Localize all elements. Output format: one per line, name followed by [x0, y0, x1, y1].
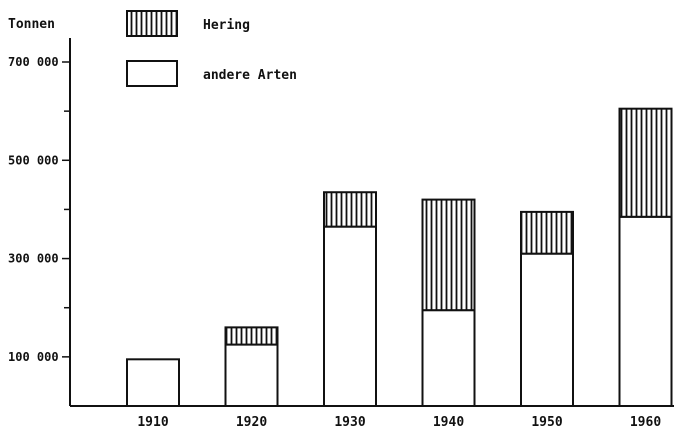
x-tick-label: 1960 [630, 415, 661, 429]
legend-swatch-andere-arten [126, 60, 178, 87]
legend-label-andere-arten: andere Arten [203, 68, 297, 83]
bar-andere-arten-1910 [126, 358, 180, 408]
bar-hering-1950 [520, 210, 574, 255]
bar-hering-1920 [224, 326, 279, 346]
bar-hering-1960 [618, 107, 673, 218]
x-tick-label: 1950 [531, 415, 562, 429]
y-tick-label: 700 000 [8, 55, 59, 69]
y-tick-label: 300 000 [8, 252, 59, 266]
x-tick-label: 1910 [137, 415, 168, 429]
bar-andere-arten-1920 [224, 343, 279, 408]
bar-andere-arten-1950 [520, 252, 574, 407]
y-axis-ticks: 100 000 300 000 500 000 700 000 [8, 55, 70, 364]
y-axis-label: Tonnen [8, 17, 55, 32]
x-tick-label: 1920 [236, 415, 267, 429]
bar-andere-arten-1930 [323, 225, 377, 407]
bar-andere-arten-1960 [618, 215, 673, 407]
legend-swatch-hering [126, 10, 178, 37]
y-tick-label: 100 000 [8, 350, 59, 364]
y-tick-label: 500 000 [8, 153, 59, 167]
x-tick-label: 1940 [433, 415, 464, 429]
bar-andere-arten-1940 [421, 309, 476, 407]
bars [126, 107, 673, 408]
legend-label-hering: Hering [203, 18, 250, 33]
x-axis-tick-labels: 1910 1920 1930 1940 1950 1960 [137, 415, 661, 429]
legend: Hering andere Arten [126, 10, 297, 87]
bar-hering-1930 [323, 191, 377, 228]
x-tick-label: 1930 [334, 415, 365, 429]
bar-hering-1940 [421, 198, 476, 312]
